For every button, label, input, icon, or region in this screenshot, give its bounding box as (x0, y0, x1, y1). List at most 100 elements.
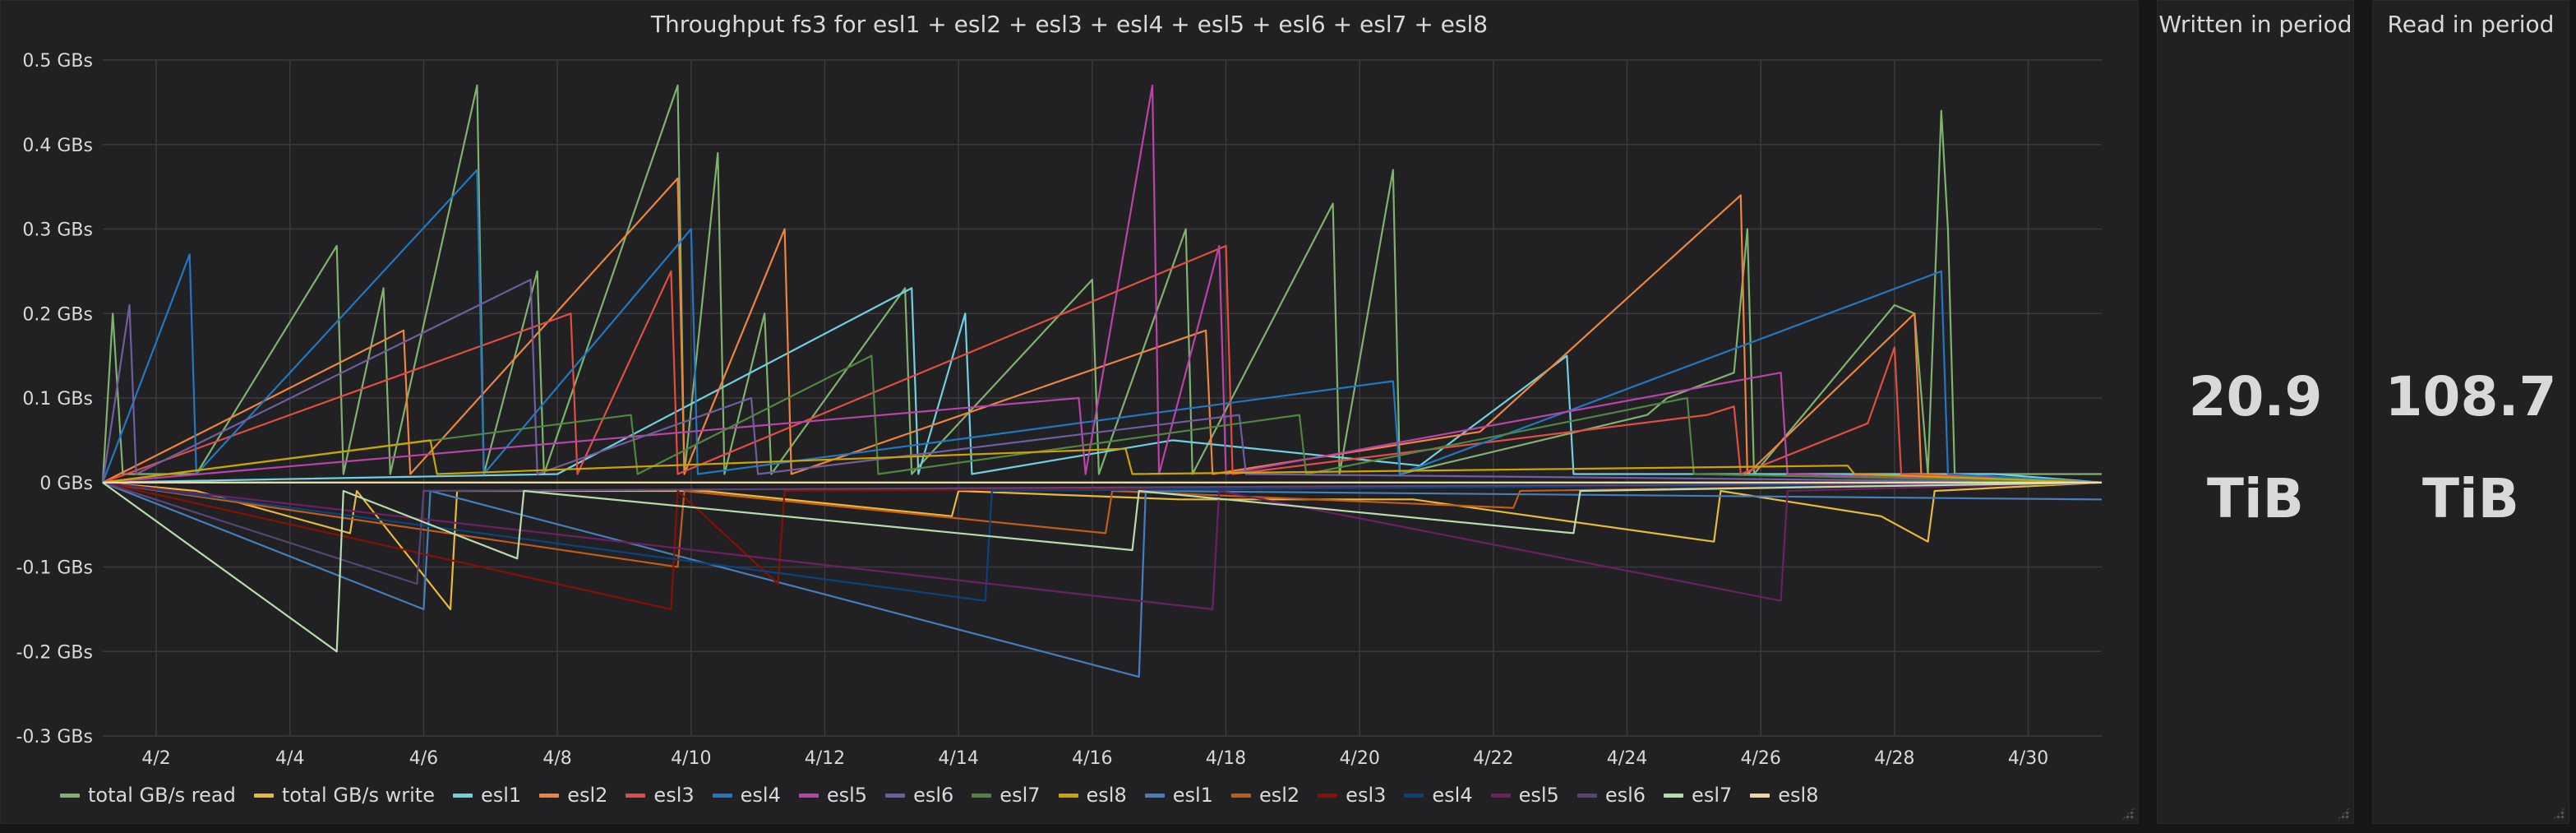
series-line-8 (102, 354, 2103, 484)
series-line-6 (102, 84, 2103, 484)
y-tick-label: -0.1 GBs (16, 558, 93, 579)
legend-label: esl2 (567, 784, 608, 807)
legend-item[interactable]: esl8 (1058, 784, 1127, 807)
legend-label: esl4 (1432, 784, 1473, 807)
legend-item[interactable]: esl7 (972, 784, 1041, 807)
legend-label: esl4 (740, 784, 781, 807)
legend-label: esl7 (1692, 784, 1733, 807)
series-line-1 (102, 481, 2103, 610)
x-tick-label: 4/18 (1206, 748, 1246, 769)
legend-label: esl2 (1258, 784, 1300, 807)
resize-handle-icon[interactable] (2121, 807, 2135, 820)
series-line-0 (101, 84, 2102, 483)
x-tick-label: 4/16 (1072, 748, 1112, 769)
written-value: 20.9 (2188, 365, 2323, 428)
series-line-15 (102, 481, 2103, 585)
legend-swatch (885, 793, 906, 798)
y-tick-label: 0.2 GBs (22, 304, 93, 325)
y-tick-label: 0.4 GBs (22, 136, 93, 156)
legend-label: esl3 (653, 784, 695, 807)
written-in-period-panel: Written in period 20.9 TiB (2157, 0, 2354, 824)
written-panel-title[interactable]: Written in period (2158, 11, 2352, 38)
legend-item[interactable]: esl4 (712, 784, 781, 807)
legend-swatch (253, 793, 274, 798)
legend-label: esl8 (1778, 784, 1819, 807)
legend-label: esl3 (1346, 784, 1387, 807)
x-tick-label: 4/6 (409, 748, 438, 769)
legend-item[interactable]: esl3 (626, 784, 695, 807)
y-tick-label: 0.3 GBs (22, 220, 93, 241)
y-tick-label: 0 GBs (39, 474, 93, 494)
resize-handle-icon[interactable] (2337, 807, 2350, 820)
x-tick-label: 4/14 (938, 748, 978, 769)
legend-label: esl6 (1604, 784, 1646, 807)
legend-item[interactable]: esl1 (1144, 784, 1213, 807)
legend-item[interactable]: total GB/s read (60, 784, 236, 807)
legend-item[interactable]: esl3 (1318, 784, 1386, 807)
legend-item[interactable]: total GB/s write (253, 784, 435, 807)
legend-swatch (1230, 793, 1251, 798)
y-tick-label: -0.3 GBs (16, 727, 93, 747)
legend-swatch (626, 793, 646, 798)
legend-item[interactable]: esl6 (885, 784, 953, 807)
written-unit: TiB (2207, 467, 2304, 530)
series-line-2 (102, 287, 2103, 484)
throughput-graph-panel: Throughput fs3 for esl1 + esl2 + esl3 + … (0, 0, 2139, 824)
legend-swatch (1664, 793, 1684, 798)
legend-label: esl5 (826, 784, 868, 807)
x-tick-label: 4/28 (1874, 748, 1914, 769)
legend-label: total GB/s read (88, 784, 236, 807)
legend-item[interactable]: esl2 (539, 784, 607, 807)
x-tick-label: 4/22 (1473, 748, 1513, 769)
legend-swatch (1577, 793, 1597, 798)
series-line-9 (102, 439, 2103, 484)
graph-panel-title[interactable]: Throughput fs3 for esl1 + esl2 + esl3 + … (650, 11, 1489, 38)
legend-item[interactable]: esl7 (1664, 784, 1732, 807)
legend-label: esl5 (1518, 784, 1559, 807)
legend-swatch (452, 793, 473, 798)
x-tick-label: 4/4 (275, 748, 304, 769)
legend-label: total GB/s write (281, 784, 435, 807)
series-line-7 (101, 279, 2103, 484)
read-in-period-panel: Read in period 108.7 TiB (2372, 0, 2569, 824)
series-line-12 (102, 481, 2103, 610)
legend-swatch (539, 793, 560, 798)
series-line-13 (102, 481, 2103, 602)
legend-item[interactable]: esl2 (1230, 784, 1300, 807)
legend-swatch (60, 793, 80, 798)
legend-item[interactable]: esl6 (1577, 784, 1646, 807)
legend-item[interactable]: esl5 (1490, 784, 1559, 807)
y-tick-label: 0.1 GBs (22, 389, 93, 410)
legend-item[interactable]: esl5 (798, 784, 868, 807)
legend-item[interactable]: esl4 (1404, 784, 1473, 807)
legend-label: esl7 (999, 784, 1041, 807)
y-tick-label: 0.5 GBs (22, 51, 93, 72)
y-tick-label: -0.2 GBs (16, 642, 93, 663)
read-value: 108.7 (2384, 365, 2557, 428)
series-line-10 (102, 481, 2102, 678)
series-line-16 (102, 481, 2103, 653)
series-line-3 (102, 177, 2103, 484)
legend-item[interactable]: esl1 (452, 784, 521, 807)
legend-label: esl8 (1086, 784, 1127, 807)
legend-swatch (1404, 793, 1424, 798)
legend-swatch (1490, 793, 1511, 798)
x-tick-label: 4/24 (1607, 748, 1647, 769)
legend-item[interactable]: esl8 (1750, 784, 1818, 807)
written-stat-value: 20.9 TiB (2158, 346, 2353, 550)
series-line-5 (101, 169, 2103, 484)
x-tick-label: 4/20 (1339, 748, 1379, 769)
throughput-line-chart: 0.5 GBs 0.4 GBs 0.3 GBs 0.2 GBs 0.1 GBs 0 GBs… (16, 51, 2103, 769)
series-line-4 (102, 244, 2103, 484)
series-line-11 (102, 481, 2103, 568)
x-tick-label: 4/8 (542, 748, 571, 769)
x-tick-label: 4/26 (1740, 748, 1780, 769)
legend-label: esl6 (913, 784, 954, 807)
legend-swatch (1750, 793, 1770, 798)
read-stat-value: 108.7 TiB (2373, 346, 2569, 550)
read-panel-title[interactable]: Read in period (2387, 11, 2555, 38)
legend-swatch (798, 793, 819, 798)
resize-handle-icon[interactable] (2552, 807, 2565, 820)
legend-swatch (1058, 793, 1078, 798)
chart-legend: total GB/s read total GB/s write esl1 esl2 e… (60, 780, 1836, 810)
